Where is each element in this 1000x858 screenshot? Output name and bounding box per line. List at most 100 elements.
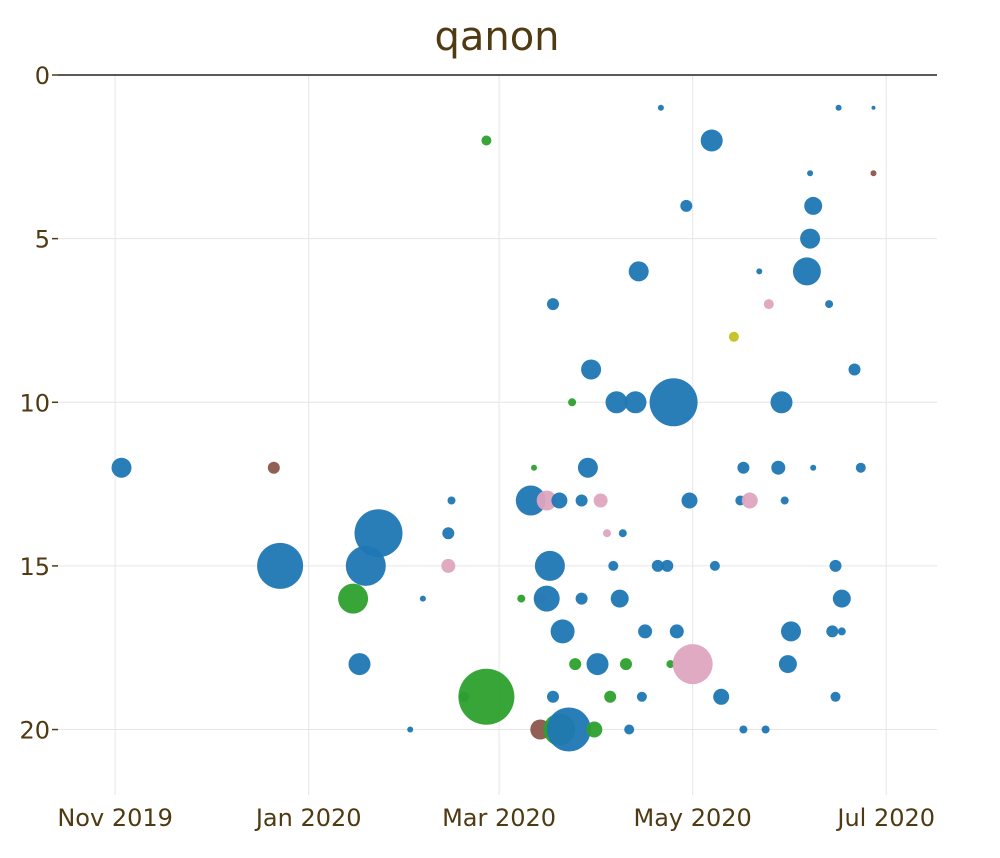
x-tick-label: Jan 2020: [254, 804, 362, 832]
data-point: [586, 721, 603, 738]
data-point: [657, 104, 664, 111]
data-point: [348, 653, 371, 676]
grid-layer: [58, 75, 937, 795]
data-point: [547, 298, 559, 311]
data-point: [593, 493, 608, 508]
data-point: [761, 725, 770, 734]
data-point: [533, 585, 560, 612]
data-point: [267, 461, 280, 474]
data-point: [739, 725, 748, 734]
data-point: [829, 559, 842, 572]
data-point: [830, 691, 841, 702]
data-point: [407, 726, 414, 733]
y-tick-label: 20: [19, 717, 50, 745]
data-point: [638, 624, 653, 639]
data-point: [709, 560, 720, 571]
data-point: [620, 658, 632, 671]
data-point: [338, 583, 369, 614]
data-point: [624, 391, 647, 414]
data-point: [419, 595, 426, 602]
data-point: [577, 457, 598, 478]
data-point: [661, 559, 674, 572]
data-point: [636, 691, 647, 702]
data-point: [780, 496, 789, 505]
data-point: [832, 589, 851, 608]
data-point: [481, 135, 492, 146]
data-point: [810, 464, 817, 471]
data-point: [458, 668, 515, 725]
data-point: [781, 621, 801, 642]
data-point: [835, 104, 842, 111]
data-point: [807, 170, 814, 177]
data-point: [700, 129, 723, 152]
data-point: [741, 492, 758, 509]
y-tick-label: 0: [35, 62, 50, 90]
data-point: [257, 542, 304, 589]
data-point: [515, 485, 546, 516]
data-point: [442, 527, 455, 540]
data-point: [575, 494, 588, 507]
data-point: [550, 619, 575, 644]
data-point: [728, 331, 739, 342]
data-point: [628, 261, 649, 282]
data-point: [825, 300, 834, 309]
x-tick-label: May 2020: [633, 804, 751, 832]
data-point: [568, 398, 577, 407]
data-point: [531, 464, 537, 471]
x-tick-label: Jul 2020: [835, 804, 935, 832]
data-point: [763, 299, 774, 310]
data-point: [441, 558, 456, 573]
data-point: [837, 627, 846, 636]
data-point: [681, 492, 698, 509]
data-point: [804, 196, 823, 215]
data-point: [756, 268, 763, 275]
data-point: [826, 625, 839, 638]
data-point: [517, 594, 526, 603]
data-point: [581, 359, 602, 380]
data-point: [680, 199, 693, 212]
data-point: [737, 461, 750, 474]
data-point: [669, 624, 684, 639]
data-point: [610, 589, 629, 608]
data-point: [534, 550, 565, 581]
data-point: [586, 653, 609, 676]
points-layer: [111, 104, 877, 752]
x-tick-label: Nov 2019: [57, 804, 173, 832]
data-point: [713, 688, 730, 705]
y-tick-label: 15: [19, 553, 50, 581]
data-point: [848, 363, 861, 376]
data-point: [771, 460, 786, 475]
x-tick-label: Mar 2020: [442, 804, 556, 832]
data-point: [575, 592, 588, 605]
data-point: [855, 462, 866, 473]
data-point: [551, 492, 568, 509]
chart-title: qanon: [434, 14, 559, 60]
data-point: [800, 228, 821, 249]
data-point: [608, 560, 619, 571]
data-point: [649, 378, 698, 427]
data-point: [603, 529, 611, 538]
data-point: [870, 170, 877, 177]
data-point: [651, 559, 664, 572]
data-point: [536, 490, 557, 511]
data-point: [778, 655, 797, 674]
data-point: [447, 496, 456, 505]
data-point: [546, 707, 591, 752]
data-point: [792, 257, 821, 286]
data-point: [618, 529, 627, 538]
data-point: [547, 690, 559, 703]
data-point: [871, 105, 876, 110]
axis-layer: Nov 2019 Jan 2020 Mar 2020 May 2020 Jul 2020…: [19, 62, 937, 832]
data-point: [672, 644, 713, 685]
data-point: [624, 724, 635, 735]
y-tick-label: 5: [35, 226, 50, 254]
data-point: [604, 690, 617, 703]
data-point: [666, 660, 675, 669]
data-point: [770, 391, 793, 414]
data-point: [111, 457, 132, 478]
data-point: [605, 391, 628, 414]
data-point: [354, 509, 403, 558]
data-point: [569, 658, 582, 671]
y-tick-label: 10: [19, 389, 50, 417]
